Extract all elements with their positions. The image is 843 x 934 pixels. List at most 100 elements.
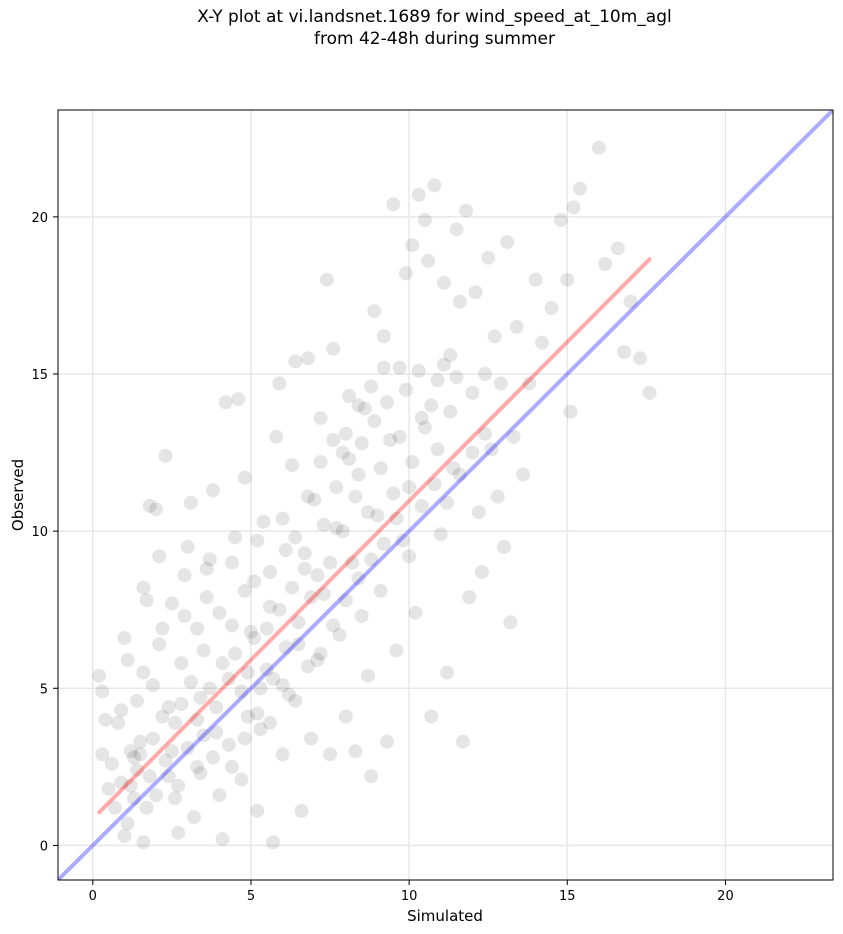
y-tick-label: 5: [40, 682, 48, 697]
data-point: [133, 747, 148, 762]
data-point: [117, 829, 132, 843]
data-point: [364, 379, 379, 394]
data-point: [610, 241, 625, 256]
data-point: [250, 803, 265, 818]
data-point: [164, 596, 179, 611]
data-point: [158, 448, 173, 463]
data-point: [243, 624, 258, 639]
data-point: [285, 580, 300, 595]
data-point: [250, 533, 265, 548]
data-point: [478, 367, 493, 381]
data-point: [262, 715, 277, 730]
data-point: [231, 392, 246, 407]
data-point: [202, 552, 217, 567]
data-point: [342, 451, 357, 466]
data-point: [196, 643, 211, 658]
data-point: [338, 709, 353, 724]
data-point: [329, 480, 344, 495]
data-point: [405, 455, 420, 469]
data-point: [218, 395, 233, 410]
data-point: [281, 687, 296, 702]
data-point: [376, 329, 391, 344]
data-point: [338, 426, 353, 441]
data-point: [449, 222, 464, 237]
data-point: [155, 621, 170, 636]
data-point: [256, 514, 271, 529]
data-point: [367, 304, 382, 319]
data-point: [370, 508, 385, 523]
data-point: [389, 643, 404, 658]
data-point: [417, 213, 432, 227]
data-point: [234, 772, 249, 787]
data-point: [408, 605, 423, 620]
data-point: [373, 461, 388, 476]
data-point: [237, 583, 252, 598]
data-point: [272, 376, 287, 391]
data-point: [269, 429, 284, 444]
data-point: [348, 744, 363, 759]
data-point: [560, 272, 575, 287]
data-point: [288, 530, 303, 545]
data-point: [193, 690, 208, 705]
data-point: [310, 653, 325, 667]
data-point: [152, 637, 167, 652]
data-point: [367, 414, 382, 429]
data-point: [421, 253, 436, 268]
data-point: [345, 555, 360, 570]
chart-title-line-2: from 42-48h during summer: [314, 29, 555, 49]
data-point: [139, 800, 154, 815]
data-point: [392, 360, 407, 375]
data-point: [259, 662, 274, 677]
y-tick-label: 0: [40, 839, 48, 854]
data-point: [171, 778, 186, 793]
data-point: [145, 678, 160, 693]
data-point: [364, 552, 379, 567]
data-point: [342, 389, 357, 403]
data-point: [335, 445, 350, 460]
data-point: [164, 744, 179, 759]
plot-frame: [57, 109, 834, 881]
data-point: [348, 489, 363, 504]
data-point: [196, 728, 211, 743]
data-point: [247, 574, 262, 589]
data-point: [142, 499, 157, 513]
data-point: [139, 593, 154, 608]
y-tick-label: 10: [31, 525, 48, 540]
data-point: [297, 561, 312, 576]
data-point: [642, 385, 657, 400]
y-tick-label: 15: [31, 368, 48, 383]
data-point: [316, 587, 331, 601]
data-point: [190, 621, 205, 636]
data-point: [427, 477, 442, 491]
data-point: [351, 398, 366, 413]
data-point: [411, 187, 426, 202]
data-point: [433, 527, 448, 542]
data-point: [120, 653, 135, 667]
data-point: [332, 627, 347, 642]
data-point: [395, 533, 410, 548]
data-point: [534, 335, 549, 350]
data-point: [224, 759, 239, 774]
data-point: [323, 747, 338, 762]
data-point: [487, 329, 502, 344]
data-point: [126, 791, 141, 806]
data-point: [272, 602, 287, 617]
data-point: [307, 492, 322, 507]
data-point: [104, 756, 119, 771]
data-point: [478, 426, 493, 441]
data-point: [509, 319, 524, 334]
data-point: [278, 640, 293, 655]
data-point: [633, 351, 648, 366]
data-point: [215, 656, 230, 671]
data-point: [617, 345, 632, 359]
data-point: [455, 734, 470, 749]
data-point: [354, 436, 369, 451]
data-point: [497, 539, 512, 554]
data-point: [133, 734, 148, 749]
data-point: [440, 495, 455, 510]
data-point: [392, 429, 407, 444]
data-point: [187, 810, 202, 825]
data-point: [313, 455, 328, 469]
data-point: [130, 763, 145, 777]
data-point: [427, 178, 442, 193]
